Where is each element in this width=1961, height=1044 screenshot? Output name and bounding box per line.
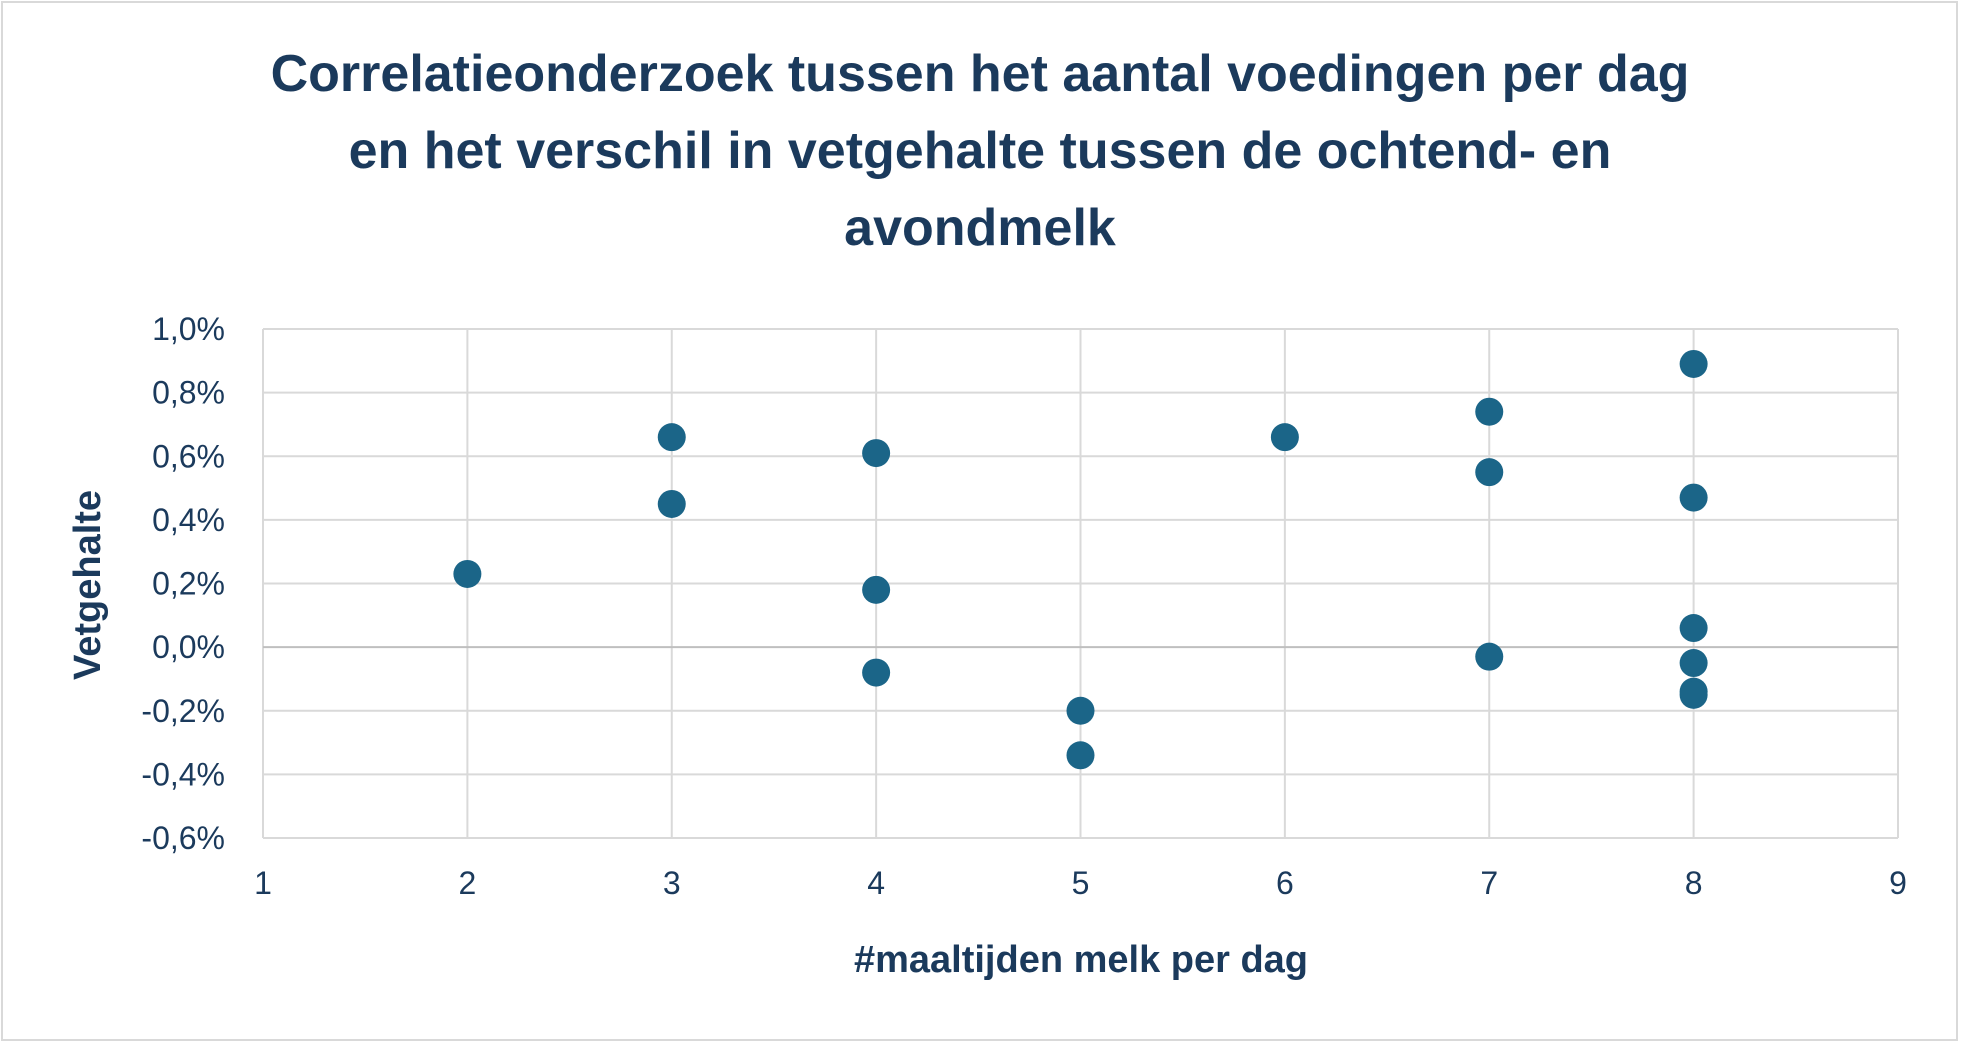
data-point	[1679, 483, 1708, 512]
x-tick-label: 9	[1889, 865, 1907, 901]
data-point	[1475, 458, 1504, 487]
data-point	[862, 575, 891, 604]
x-axis-title: #maaltijden melk per dag	[854, 939, 1308, 981]
y-tick-label: 0,8%	[152, 375, 225, 411]
y-tick-label: -0,2%	[141, 693, 225, 729]
data-point	[1066, 696, 1095, 725]
y-tick-label: 0,4%	[152, 502, 225, 538]
x-tick-label: 3	[663, 865, 681, 901]
data-point	[657, 489, 686, 518]
y-tick-label: 0,6%	[152, 438, 225, 474]
data-point	[1679, 649, 1708, 678]
data-point	[1475, 397, 1504, 426]
y-tick-label: -0,4%	[141, 756, 225, 792]
y-tick-label: -0,6%	[141, 820, 225, 856]
x-tick-label: 2	[458, 865, 476, 901]
data-point	[1679, 614, 1708, 643]
x-tick-label: 4	[867, 865, 885, 901]
x-tick-label: 1	[254, 865, 272, 901]
grid-lines	[262, 328, 1899, 839]
data-point	[1066, 741, 1095, 770]
data-point	[1679, 680, 1708, 709]
chart-title: Correlatieonderzoek tussen het aantal vo…	[270, 45, 1690, 257]
y-tick-label: 1,0%	[152, 311, 225, 347]
y-tick-label: 0,2%	[152, 566, 225, 602]
y-tick-label: 0,0%	[152, 629, 225, 665]
data-point	[862, 439, 891, 468]
x-tick-label: 7	[1480, 865, 1498, 901]
data-point	[453, 559, 482, 588]
data-point	[1475, 642, 1504, 671]
x-tick-label: 6	[1276, 865, 1294, 901]
tick-labels: 1 2 3 4 5 6 7 8 9 -0,6% -0,4% -0,2% 0,0% 0,2% 0,4% 0,6%…	[141, 311, 1906, 901]
data-point	[657, 423, 686, 452]
y-axis-title: Vetgehalte	[67, 490, 109, 680]
x-tick-label: 8	[1685, 865, 1703, 901]
data-point	[1270, 423, 1299, 452]
data-point	[1679, 349, 1708, 378]
data-points	[453, 349, 1708, 770]
x-tick-label: 5	[1072, 865, 1090, 901]
data-point	[862, 658, 891, 687]
